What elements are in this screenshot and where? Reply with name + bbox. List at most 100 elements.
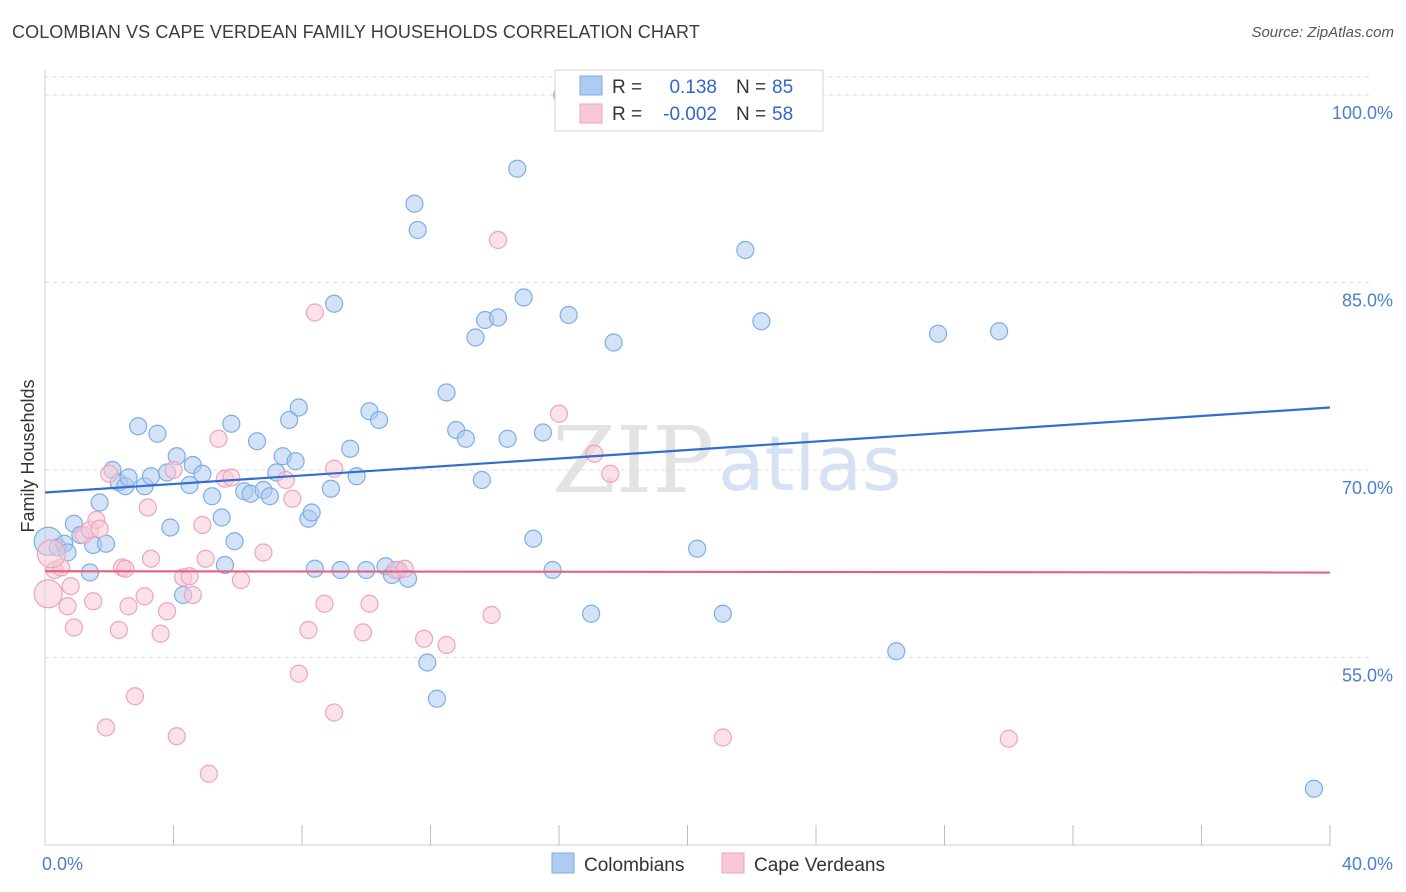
point-cape-verdeans <box>437 635 456 655</box>
x-tick-labels: 0.0% 40.0% <box>42 854 1393 874</box>
point-cape-verdeans <box>141 549 161 568</box>
point-colombians <box>302 503 321 522</box>
x-tick-label: 40.0% <box>1342 854 1393 874</box>
point-cape-verdeans <box>125 687 145 706</box>
point-colombians <box>321 479 341 498</box>
point-cape-verdeans <box>135 587 154 606</box>
point-cape-verdeans <box>58 597 77 616</box>
point-cape-verdeans <box>549 404 569 423</box>
y-tick-label: 85.0% <box>1342 291 1393 311</box>
point-colombians <box>325 294 344 313</box>
point-colombians <box>543 560 562 580</box>
point-colombians <box>370 410 389 430</box>
point-colombians <box>418 653 437 672</box>
point-colombians <box>305 559 324 578</box>
point-colombians <box>119 468 138 487</box>
point-cape-verdeans <box>305 303 324 322</box>
point-cape-verdeans <box>116 559 135 578</box>
point-colombians <box>736 240 755 260</box>
point-colombians <box>212 508 231 527</box>
point-cape-verdeans <box>100 464 119 483</box>
point-cape-verdeans <box>167 727 186 746</box>
point-cape-verdeans <box>196 549 215 568</box>
point-cape-verdeans <box>157 602 177 621</box>
point-colombians <box>408 220 427 240</box>
chart-title: COLOMBIAN VS CAPE VERDEAN FAMILY HOUSEHO… <box>12 22 700 42</box>
point-colombians <box>90 493 109 512</box>
series-legend-swatch-colombians <box>551 852 575 874</box>
point-cape-verdeans <box>96 718 116 737</box>
trend-lines <box>44 406 1331 574</box>
point-cape-verdeans <box>289 664 308 683</box>
point-cape-verdeans <box>84 592 103 611</box>
point-colombians <box>225 532 244 551</box>
point-cape-verdeans <box>199 764 218 783</box>
trend-line-colombians <box>44 406 1331 494</box>
point-cape-verdeans <box>713 728 732 747</box>
point-cape-verdeans <box>64 618 84 637</box>
point-colombians <box>405 194 424 213</box>
point-colombians <box>466 328 485 347</box>
point-colombians <box>215 555 234 575</box>
point-colombians <box>289 398 308 417</box>
trend-line-cape-verdeans <box>44 570 1331 574</box>
point-cape-verdeans <box>482 605 501 625</box>
point-cape-verdeans <box>222 468 241 487</box>
point-colombians <box>96 534 116 553</box>
point-colombians <box>1304 779 1324 798</box>
point-cape-verdeans <box>315 594 334 613</box>
point-colombians <box>508 159 527 178</box>
point-cape-verdeans <box>61 577 80 596</box>
watermark-zip: ZIP <box>552 407 714 514</box>
point-cape-verdeans <box>395 559 414 578</box>
point-colombians <box>472 470 491 490</box>
legend-swatch-colombians <box>579 75 603 96</box>
point-colombians <box>247 432 267 451</box>
watermark: ZIP atlas <box>552 407 902 514</box>
point-colombians <box>280 410 299 430</box>
point-cape-verdeans <box>276 470 296 490</box>
legend-n-value-1: 85 <box>772 77 793 98</box>
point-cape-verdeans <box>151 624 170 643</box>
point-colombians <box>514 288 533 307</box>
point-cape-verdeans <box>231 570 251 590</box>
point-cape-verdeans <box>109 620 128 640</box>
point-cape-verdeans <box>488 230 508 250</box>
point-colombians <box>713 604 732 623</box>
point-cape-verdeans <box>325 703 344 722</box>
x-tick-label: 0.0% <box>42 854 83 874</box>
point-colombians <box>887 642 906 661</box>
point-colombians <box>286 452 305 471</box>
legend-r-label-2: R = <box>612 104 642 125</box>
point-colombians <box>928 324 948 343</box>
point-colombians <box>437 383 456 402</box>
legend-swatch-cape-verdeans <box>579 103 603 124</box>
point-cape-verdeans <box>353 623 373 642</box>
point-cape-verdeans <box>138 498 157 517</box>
point-colombians <box>341 439 360 458</box>
point-colombians <box>559 305 578 325</box>
point-colombians <box>80 563 100 582</box>
point-colombians <box>604 333 623 352</box>
point-colombians <box>524 529 543 548</box>
watermark-atlas: atlas <box>718 419 902 508</box>
point-colombians <box>129 417 148 436</box>
point-colombians <box>990 322 1009 341</box>
point-colombians <box>688 539 707 558</box>
y-tick-label: 70.0% <box>1342 478 1393 498</box>
y-tick-label: 100.0% <box>1332 103 1393 123</box>
y-tick-labels: 55.0% 70.0% 85.0% 100.0% <box>1332 103 1393 686</box>
point-cape-verdeans <box>283 489 302 508</box>
point-cape-verdeans <box>360 594 379 613</box>
point-colombians <box>752 312 771 331</box>
y-axis-label: Family Households <box>18 379 38 532</box>
point-cape-verdeans <box>36 539 67 569</box>
point-colombians <box>260 487 279 506</box>
point-cape-verdeans <box>414 629 434 648</box>
point-colombians <box>148 424 167 443</box>
series-legend-colombians: Colombians <box>584 855 684 876</box>
point-cape-verdeans <box>601 464 620 483</box>
point-colombians <box>488 308 508 327</box>
legend-n-value-2: 58 <box>772 104 793 125</box>
